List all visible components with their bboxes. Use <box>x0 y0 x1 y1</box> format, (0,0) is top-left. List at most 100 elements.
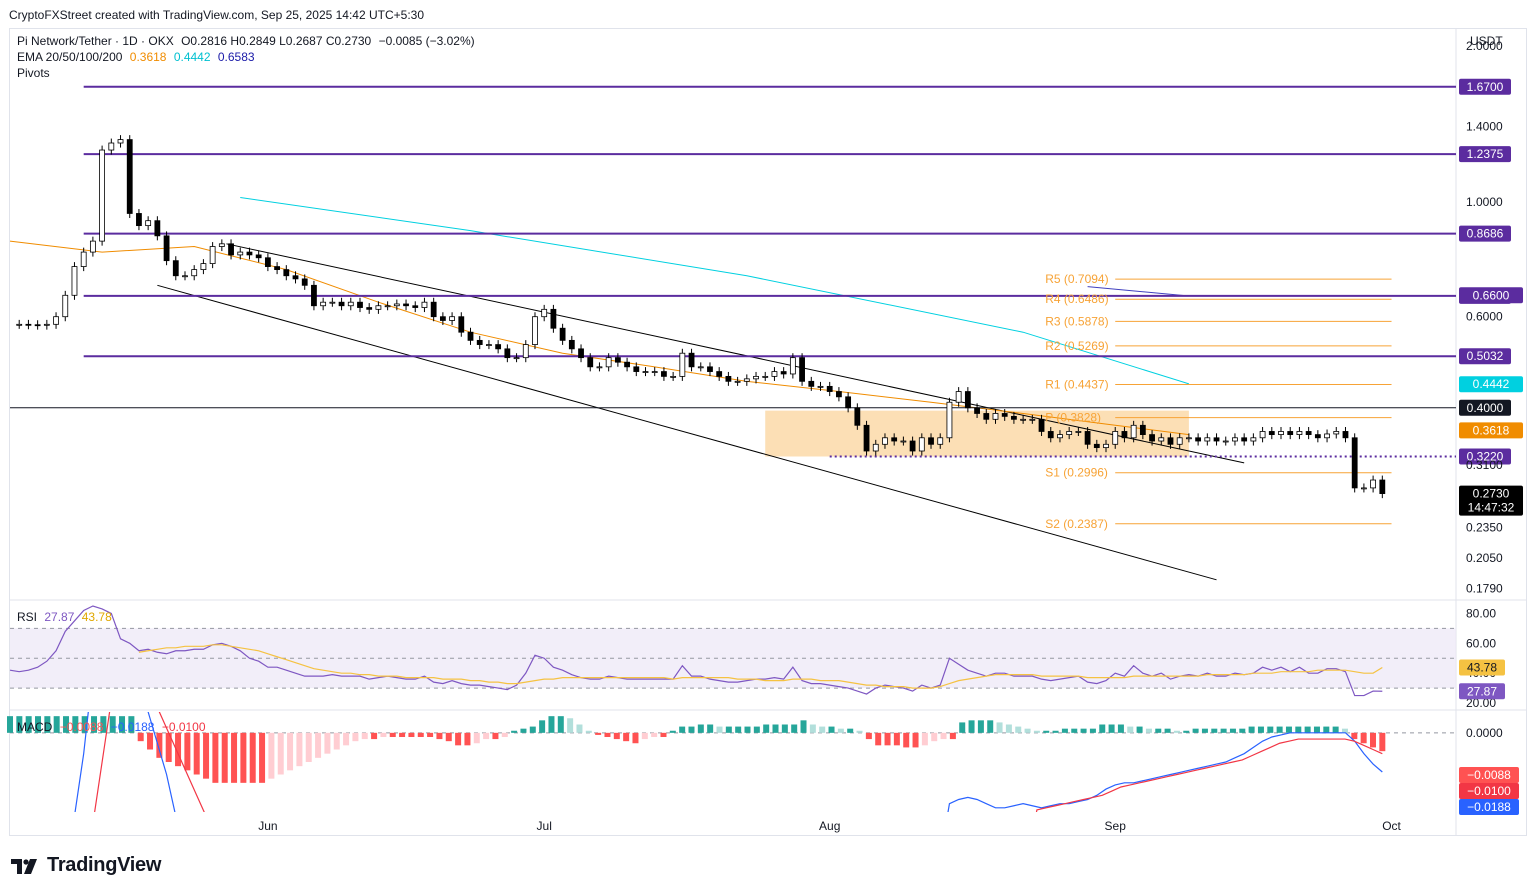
candle-body <box>320 301 327 307</box>
macd-histogram-bar <box>576 724 583 733</box>
candle-body <box>311 284 317 307</box>
macd-tag-label: −0.0088 <box>1467 768 1511 782</box>
candle-body <box>1158 437 1165 442</box>
candle-body <box>780 371 787 375</box>
candle-body <box>1287 431 1294 435</box>
symbol-legend[interactable]: Pi Network/Tether · 1D · OKX O0.2816 H0.… <box>17 34 479 48</box>
macd-histogram-bar <box>53 716 60 733</box>
macd-histogram-bar <box>613 732 620 740</box>
macd-histogram-bar <box>7 716 13 733</box>
candle-body <box>578 348 584 359</box>
macd-histogram-bar <box>604 732 611 737</box>
candle-body <box>753 375 759 380</box>
candle-body <box>1204 437 1211 442</box>
countdown-label: 14:47:32 <box>1468 501 1515 515</box>
macd-histogram-bar <box>137 732 144 742</box>
candle-body <box>1278 431 1284 435</box>
macd-histogram-bar <box>1033 730 1040 733</box>
macd-histogram-bar <box>371 732 378 740</box>
macd-histogram-bar <box>1071 728 1078 733</box>
candle-body <box>292 275 299 280</box>
candle-body <box>845 396 852 409</box>
brand-name: TradingView <box>47 854 162 876</box>
level-tag-label: 0.5032 <box>1467 349 1504 363</box>
candle-body <box>1342 431 1349 439</box>
candle-body <box>1139 424 1146 435</box>
macd-signal-value: −0.0100 <box>161 720 206 734</box>
candle-body <box>614 357 621 363</box>
candle-body <box>16 323 23 326</box>
macd-histogram-bar <box>1201 728 1208 733</box>
candle-body <box>1029 418 1036 421</box>
candle-body <box>1213 437 1220 442</box>
candle-body <box>1001 413 1008 417</box>
candle-body <box>624 361 630 368</box>
macd-histogram-bar <box>520 728 527 733</box>
level-tag-label: 0.3220 <box>1467 450 1504 464</box>
macd-histogram-bar <box>1229 728 1236 733</box>
price-change: −0.0085 (−3.02%) <box>378 34 475 48</box>
chart-credit: CryptoFXStreet created with TradingView.… <box>9 8 425 22</box>
candle-body <box>182 275 188 278</box>
candle-body <box>1149 434 1155 442</box>
candle-body <box>1130 424 1137 439</box>
macd-histogram-bar <box>1043 730 1050 733</box>
candle-body <box>587 357 594 368</box>
macd-histogram-bar <box>287 732 294 771</box>
macd-histogram-bar <box>1089 728 1096 733</box>
candle-body <box>1047 431 1054 439</box>
macd-histogram-bar <box>1332 726 1339 733</box>
candle-body <box>900 440 907 443</box>
ema50-value: 0.4442 <box>173 50 211 64</box>
macd-histogram-bar <box>389 732 396 737</box>
macd-histogram-bar <box>1136 726 1143 733</box>
macd-histogram-bar <box>847 728 854 733</box>
candle-body <box>550 308 557 329</box>
macd-tag <box>1459 783 1519 799</box>
macd-histogram-bar <box>147 732 154 750</box>
channel-upper-line <box>226 243 1245 464</box>
macd-histogram-bar <box>875 732 882 746</box>
macd-tag <box>1459 767 1519 783</box>
macd-histogram-bar <box>1164 728 1171 733</box>
macd-histogram-bar <box>679 726 686 733</box>
macd-histogram-bar <box>436 732 443 740</box>
macd-histogram-bar <box>249 732 256 783</box>
candle-body <box>301 278 308 286</box>
macd-histogram-bar <box>977 720 984 733</box>
macd-histogram-bar <box>912 732 919 748</box>
macd-label: MACD <box>17 720 53 734</box>
macd-histogram-bar <box>669 730 676 733</box>
pivot-label: R5 (0.7094) <box>1045 272 1108 286</box>
rsi-axis-tick: 20.00 <box>1466 696 1496 710</box>
price-tag-label: 0.3618 <box>1473 423 1510 437</box>
macd-legend[interactable]: MACD −0.0088 −0.0188 −0.0100 <box>17 720 210 734</box>
pivot-label: R4 (0.6486) <box>1045 292 1108 306</box>
candle-body <box>347 301 354 307</box>
macd-histogram-bar <box>165 732 172 762</box>
candle-body <box>964 391 971 409</box>
candle-body <box>863 424 870 452</box>
candle-body <box>642 371 649 373</box>
rsi-ma-value: 43.78 <box>81 610 112 624</box>
tradingview-brand[interactable]: TradingView <box>11 854 161 877</box>
rsi-legend[interactable]: RSI 27.87 43.78 <box>17 610 116 624</box>
price-tag-label: 0.4442 <box>1473 377 1510 391</box>
macd-histogram-bar <box>557 716 564 733</box>
macd-histogram-bar <box>725 726 732 733</box>
ema-legend[interactable]: EMA 20/50/100/200 0.3618 0.4442 0.6583 <box>17 50 259 64</box>
macd-line-value: −0.0188 <box>110 720 155 734</box>
macd-histogram-bar <box>1239 728 1246 733</box>
candle-body <box>909 440 916 452</box>
candle-body <box>338 301 345 307</box>
macd-histogram-bar <box>1015 726 1022 733</box>
pivots-legend[interactable]: Pivots <box>17 66 50 80</box>
macd-histogram-bar <box>91 716 98 733</box>
macd-histogram-bar <box>641 732 648 740</box>
pivot-label: R1 (0.4437) <box>1045 377 1108 391</box>
macd-histogram-bar <box>445 732 452 742</box>
candle-body <box>1057 434 1063 439</box>
macd-histogram-bar <box>128 716 135 733</box>
pivot-label: S2 (0.2387) <box>1045 517 1108 531</box>
